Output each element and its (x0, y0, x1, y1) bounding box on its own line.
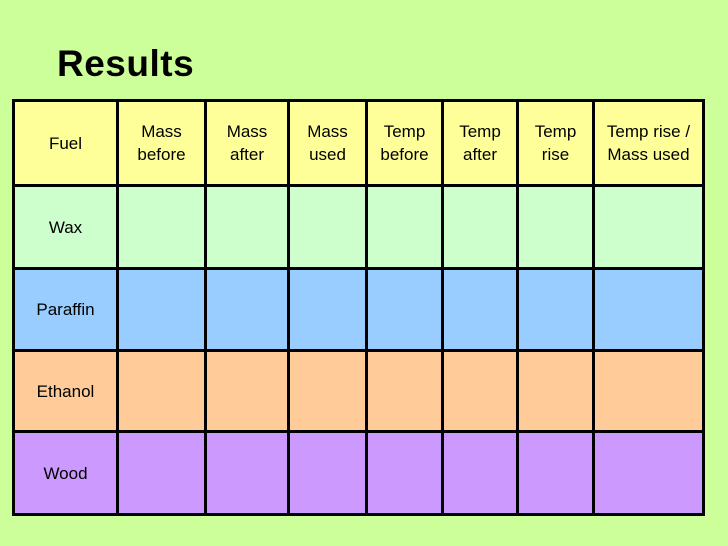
data-cell (204, 184, 290, 270)
data-cell (592, 267, 705, 352)
data-cell (365, 430, 444, 516)
data-cell (116, 349, 207, 433)
data-cell (592, 430, 705, 516)
table-row-ethanol: Ethanol (12, 349, 705, 433)
table-row-wood: Wood (12, 430, 705, 516)
data-cell (441, 349, 519, 433)
header-cell-temp-after: Temp after (441, 99, 519, 187)
data-cell (204, 430, 290, 516)
data-cell (516, 430, 595, 516)
data-cell (287, 349, 368, 433)
data-cell (204, 349, 290, 433)
data-cell (441, 184, 519, 270)
header-cell-mass-used: Mass used (287, 99, 368, 187)
data-cell (516, 184, 595, 270)
data-cell (592, 349, 705, 433)
row-label-wood: Wood (12, 430, 119, 516)
data-cell (365, 267, 444, 352)
data-cell (116, 430, 207, 516)
table-row-wax: Wax (12, 184, 705, 270)
row-label-wax: Wax (12, 184, 119, 270)
data-cell (116, 184, 207, 270)
header-cell-temp-rise: Temp rise (516, 99, 595, 187)
data-cell (287, 267, 368, 352)
data-cell (516, 267, 595, 352)
page-title: Results (57, 43, 195, 84)
header-cell-fuel: Fuel (12, 99, 119, 187)
data-cell (441, 430, 519, 516)
data-cell (365, 349, 444, 433)
results-table: Fuel Mass before Mass after Mass used Te… (12, 99, 705, 516)
row-label-ethanol: Ethanol (12, 349, 119, 433)
row-label-paraffin: Paraffin (12, 267, 119, 352)
header-cell-mass-before: Mass before (116, 99, 207, 187)
data-cell (287, 430, 368, 516)
data-cell (441, 267, 519, 352)
data-cell (365, 184, 444, 270)
header-cell-temp-before: Temp before (365, 99, 444, 187)
data-cell (516, 349, 595, 433)
data-cell (592, 184, 705, 270)
data-cell (287, 184, 368, 270)
data-cell (116, 267, 207, 352)
header-cell-temp-rise-per-mass: Temp rise / Mass used (592, 99, 705, 187)
table-row-paraffin: Paraffin (12, 267, 705, 352)
header-cell-mass-after: Mass after (204, 99, 290, 187)
data-cell (204, 267, 290, 352)
header-row: Fuel Mass before Mass after Mass used Te… (12, 99, 705, 187)
